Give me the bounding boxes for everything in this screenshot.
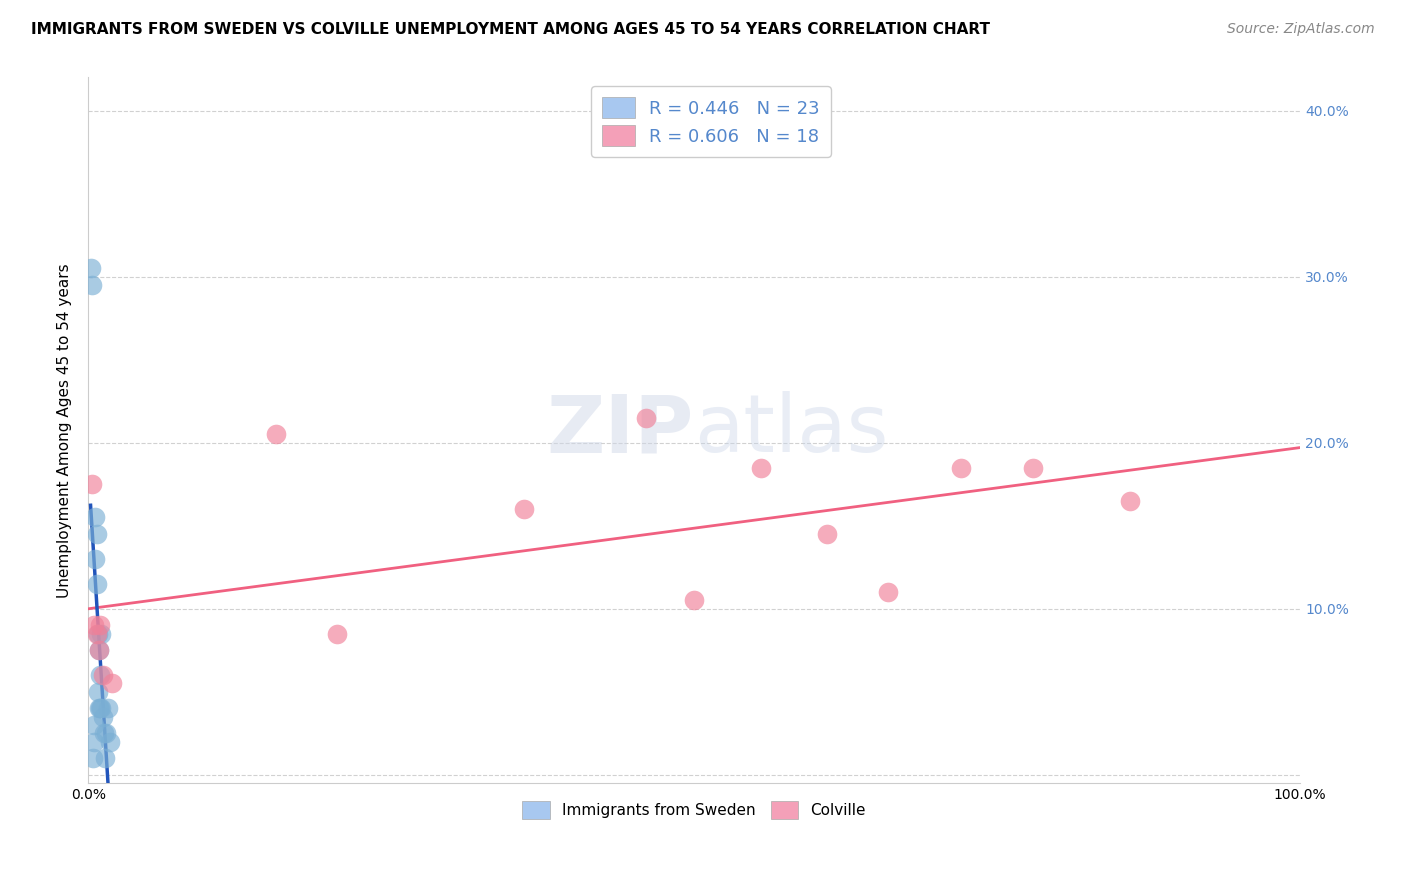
- Point: [91, 709, 114, 723]
- Point: [96, 726, 118, 740]
- Text: ZIP: ZIP: [547, 392, 695, 469]
- Point: [91, 668, 114, 682]
- Point: [84, 552, 107, 566]
- Point: [83, 718, 105, 732]
- Point: [87, 701, 110, 715]
- Point: [86, 626, 108, 640]
- Point: [94, 751, 117, 765]
- Point: [84, 510, 107, 524]
- Point: [89, 668, 111, 682]
- Point: [101, 676, 124, 690]
- Point: [82, 751, 104, 765]
- Point: [98, 734, 121, 748]
- Point: [79, 261, 101, 276]
- Point: [877, 585, 900, 599]
- Point: [86, 576, 108, 591]
- Point: [1022, 460, 1045, 475]
- Point: [815, 527, 838, 541]
- Point: [80, 277, 103, 292]
- Point: [96, 701, 118, 715]
- Point: [87, 626, 110, 640]
- Point: [87, 643, 110, 657]
- Text: Source: ZipAtlas.com: Source: ZipAtlas.com: [1227, 22, 1375, 37]
- Point: [683, 593, 706, 607]
- Legend: Immigrants from Sweden, Colville: Immigrants from Sweden, Colville: [516, 795, 872, 825]
- Text: IMMIGRANTS FROM SWEDEN VS COLVILLE UNEMPLOYMENT AMONG AGES 45 TO 54 YEARS CORREL: IMMIGRANTS FROM SWEDEN VS COLVILLE UNEMP…: [31, 22, 990, 37]
- Point: [949, 460, 972, 475]
- Point: [80, 477, 103, 491]
- Point: [86, 527, 108, 541]
- Point: [513, 502, 536, 516]
- Point: [89, 701, 111, 715]
- Point: [90, 626, 112, 640]
- Text: atlas: atlas: [695, 392, 889, 469]
- Point: [93, 726, 115, 740]
- Point: [87, 684, 110, 698]
- Point: [634, 410, 657, 425]
- Point: [325, 626, 347, 640]
- Point: [89, 618, 111, 632]
- Y-axis label: Unemployment Among Ages 45 to 54 years: Unemployment Among Ages 45 to 54 years: [58, 263, 72, 598]
- Point: [83, 734, 105, 748]
- Point: [264, 427, 287, 442]
- Point: [87, 643, 110, 657]
- Point: [83, 618, 105, 632]
- Point: [749, 460, 772, 475]
- Point: [90, 701, 112, 715]
- Point: [1119, 493, 1142, 508]
